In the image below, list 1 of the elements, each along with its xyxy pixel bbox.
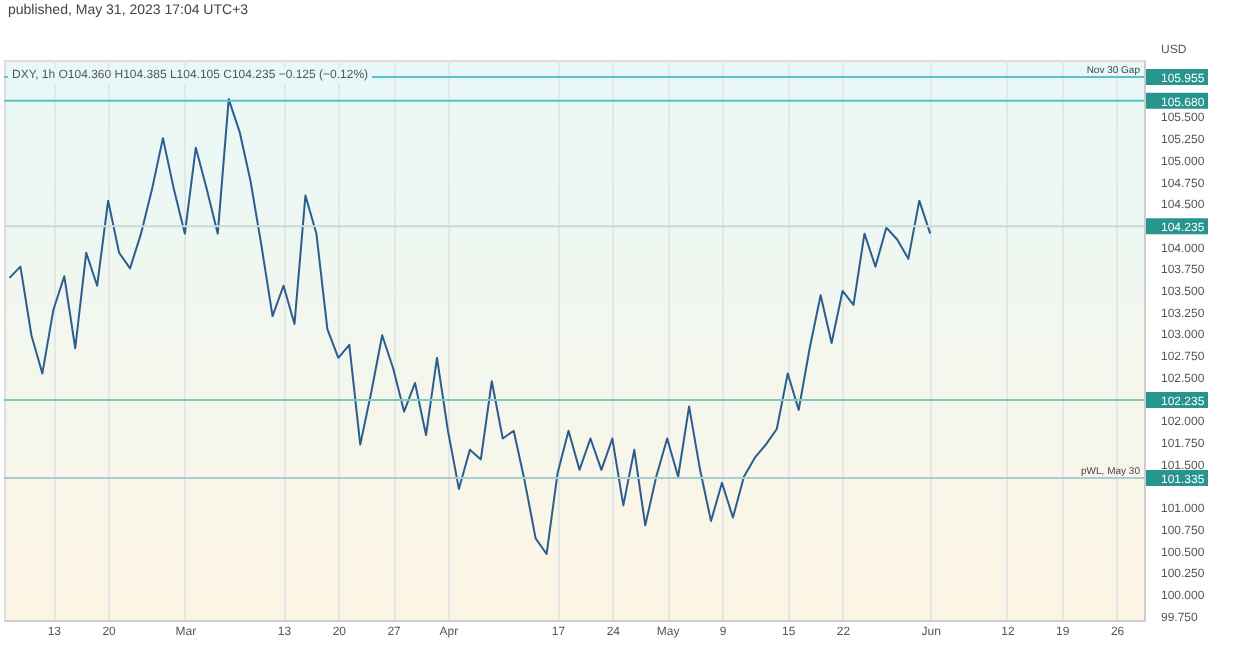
line-series: [8, 98, 932, 556]
